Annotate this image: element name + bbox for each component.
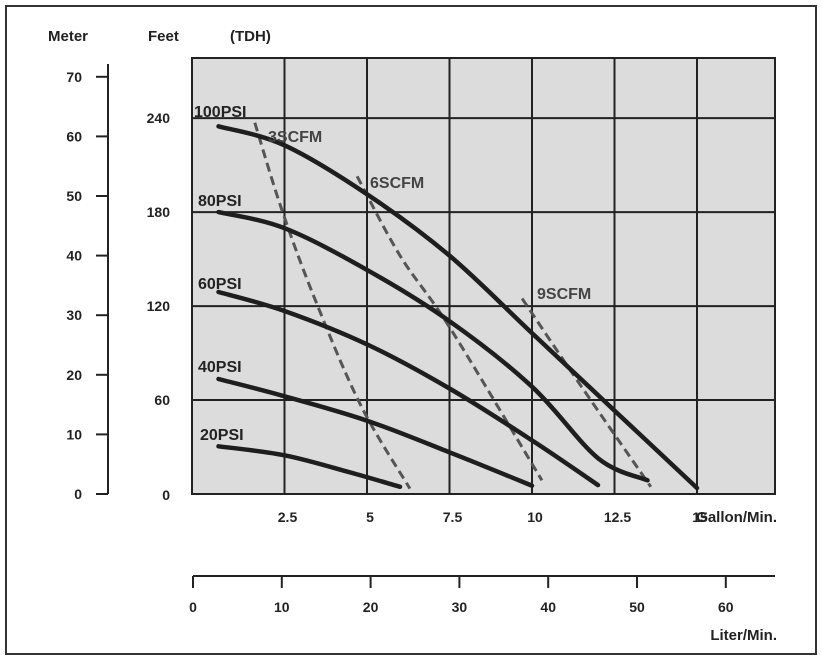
label-80psi: 80PSI [198, 193, 242, 210]
plot-area [191, 57, 776, 495]
curve-20psi [216, 444, 403, 490]
curve-labels: 100PSI 80PSI 60PSI 40PSI 20PSI 3SCFM 6SCFM 9SCF… [194, 104, 591, 444]
label-6scfm: 6SCFM [370, 175, 424, 192]
curve-3scfm [253, 122, 412, 490]
grid-lines [192, 58, 775, 494]
gallon-tick-label-5: 5 [366, 509, 374, 525]
feet-tick-label-120: 120 [147, 298, 171, 314]
meter-tick-label-10: 10 [66, 426, 82, 442]
curve-100psi [216, 124, 700, 491]
gallon-axis-label: Gallon/Min. [696, 509, 777, 526]
liter-tick-label-50: 50 [629, 599, 645, 615]
label-60psi: 60PSI [198, 276, 242, 293]
liter-tick-label-30: 30 [452, 599, 468, 615]
feet-tick-label-180: 180 [147, 204, 171, 220]
label-3scfm: 3SCFM [268, 129, 322, 146]
curve-40psi [216, 376, 535, 488]
liter-tick-label-60: 60 [718, 599, 734, 615]
gallon-axis-ticks: 2.5 5 7.5 10 12.5 15 [278, 509, 708, 525]
feet-axis-ticks: 0 60 120 180 240 [147, 110, 171, 503]
liter-tick-label-20: 20 [363, 599, 379, 615]
label-9scfm: 9SCFM [537, 286, 591, 303]
feet-tick-label-0: 0 [162, 487, 170, 503]
liter-tick-label-0: 0 [189, 599, 197, 615]
meter-tick-label-0: 0 [74, 486, 82, 502]
meter-axis-label: Meter [48, 28, 88, 45]
liter-tick-label-40: 40 [540, 599, 556, 615]
curve-9scfm [520, 297, 653, 488]
liter-axis-label: Liter/Min. [710, 627, 777, 644]
psi-curves [216, 124, 700, 491]
meter-tick-label-60: 60 [66, 128, 82, 144]
meter-tick-label-20: 20 [66, 367, 82, 383]
feet-tick-label-60: 60 [154, 392, 170, 408]
meter-tick-label-30: 30 [66, 307, 82, 323]
label-40psi: 40PSI [198, 359, 242, 376]
gallon-tick-label-15: 15 [692, 509, 708, 525]
liter-tick-label-10: 10 [274, 599, 290, 615]
gallon-tick-label-7.5: 7.5 [443, 509, 463, 525]
curve-80psi [216, 209, 650, 483]
scfm-curves [253, 122, 653, 490]
meter-tick-label-40: 40 [66, 248, 82, 264]
liter-axis-ticks: 0 10 20 30 40 50 60 [189, 576, 734, 615]
feet-axis-label: Feet [148, 28, 179, 45]
label-100psi: 100PSI [194, 104, 246, 121]
curve-60psi [216, 289, 601, 488]
gallon-tick-label-12.5: 12.5 [604, 509, 631, 525]
curve-6scfm [355, 175, 544, 482]
meter-tick-label-50: 50 [66, 188, 82, 204]
tdh-label: (TDH) [230, 28, 271, 45]
meter-axis-ticks: 0 10 20 30 40 50 60 70 [66, 69, 108, 502]
gallon-tick-label-2.5: 2.5 [278, 509, 298, 525]
label-20psi: 20PSI [200, 427, 244, 444]
feet-tick-label-240: 240 [147, 110, 171, 126]
gallon-tick-label-10: 10 [527, 509, 543, 525]
meter-tick-label-70: 70 [66, 69, 82, 85]
